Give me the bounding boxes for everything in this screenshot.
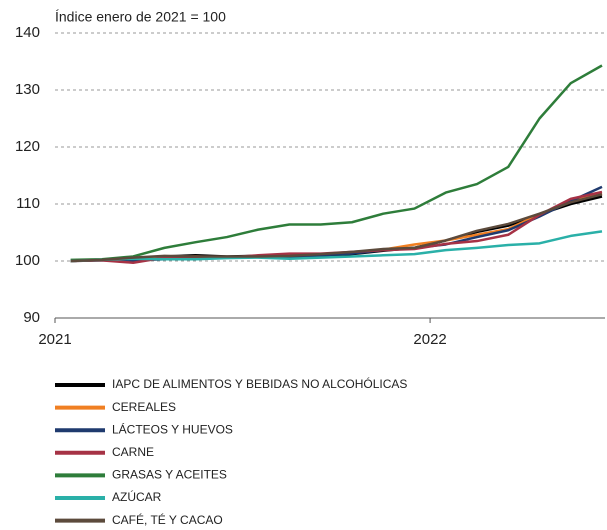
- legend-label: LÁCTEOS Y HUEVOS: [112, 421, 233, 436]
- y-tick-label: 110: [16, 195, 40, 212]
- legend-label: IAPC DE ALIMENTOS Y BEBIDAS NO ALCOHÓLIC…: [112, 376, 407, 391]
- legend-label: CAFÉ, TÉ Y CACAO: [112, 512, 223, 527]
- legend-label: GRASAS Y ACEITES: [112, 468, 227, 482]
- series-line: [70, 193, 603, 263]
- y-axis-label: Índice enero de 2021 = 100: [55, 9, 226, 25]
- x-tick-label: 2022: [413, 331, 446, 348]
- legend-label: AZÚCAR: [112, 489, 162, 504]
- x-tick-label: 2021: [38, 331, 71, 348]
- legend-label: CARNE: [112, 445, 154, 459]
- legend-label: CEREALES: [112, 400, 176, 414]
- series-line: [70, 230, 603, 263]
- y-tick-label: 100: [15, 252, 40, 269]
- y-tick-label: 120: [15, 138, 40, 155]
- series-line: [70, 64, 603, 262]
- y-tick-label: 90: [23, 309, 40, 326]
- y-tick-label: 130: [15, 81, 40, 98]
- y-tick-label: 140: [15, 24, 40, 41]
